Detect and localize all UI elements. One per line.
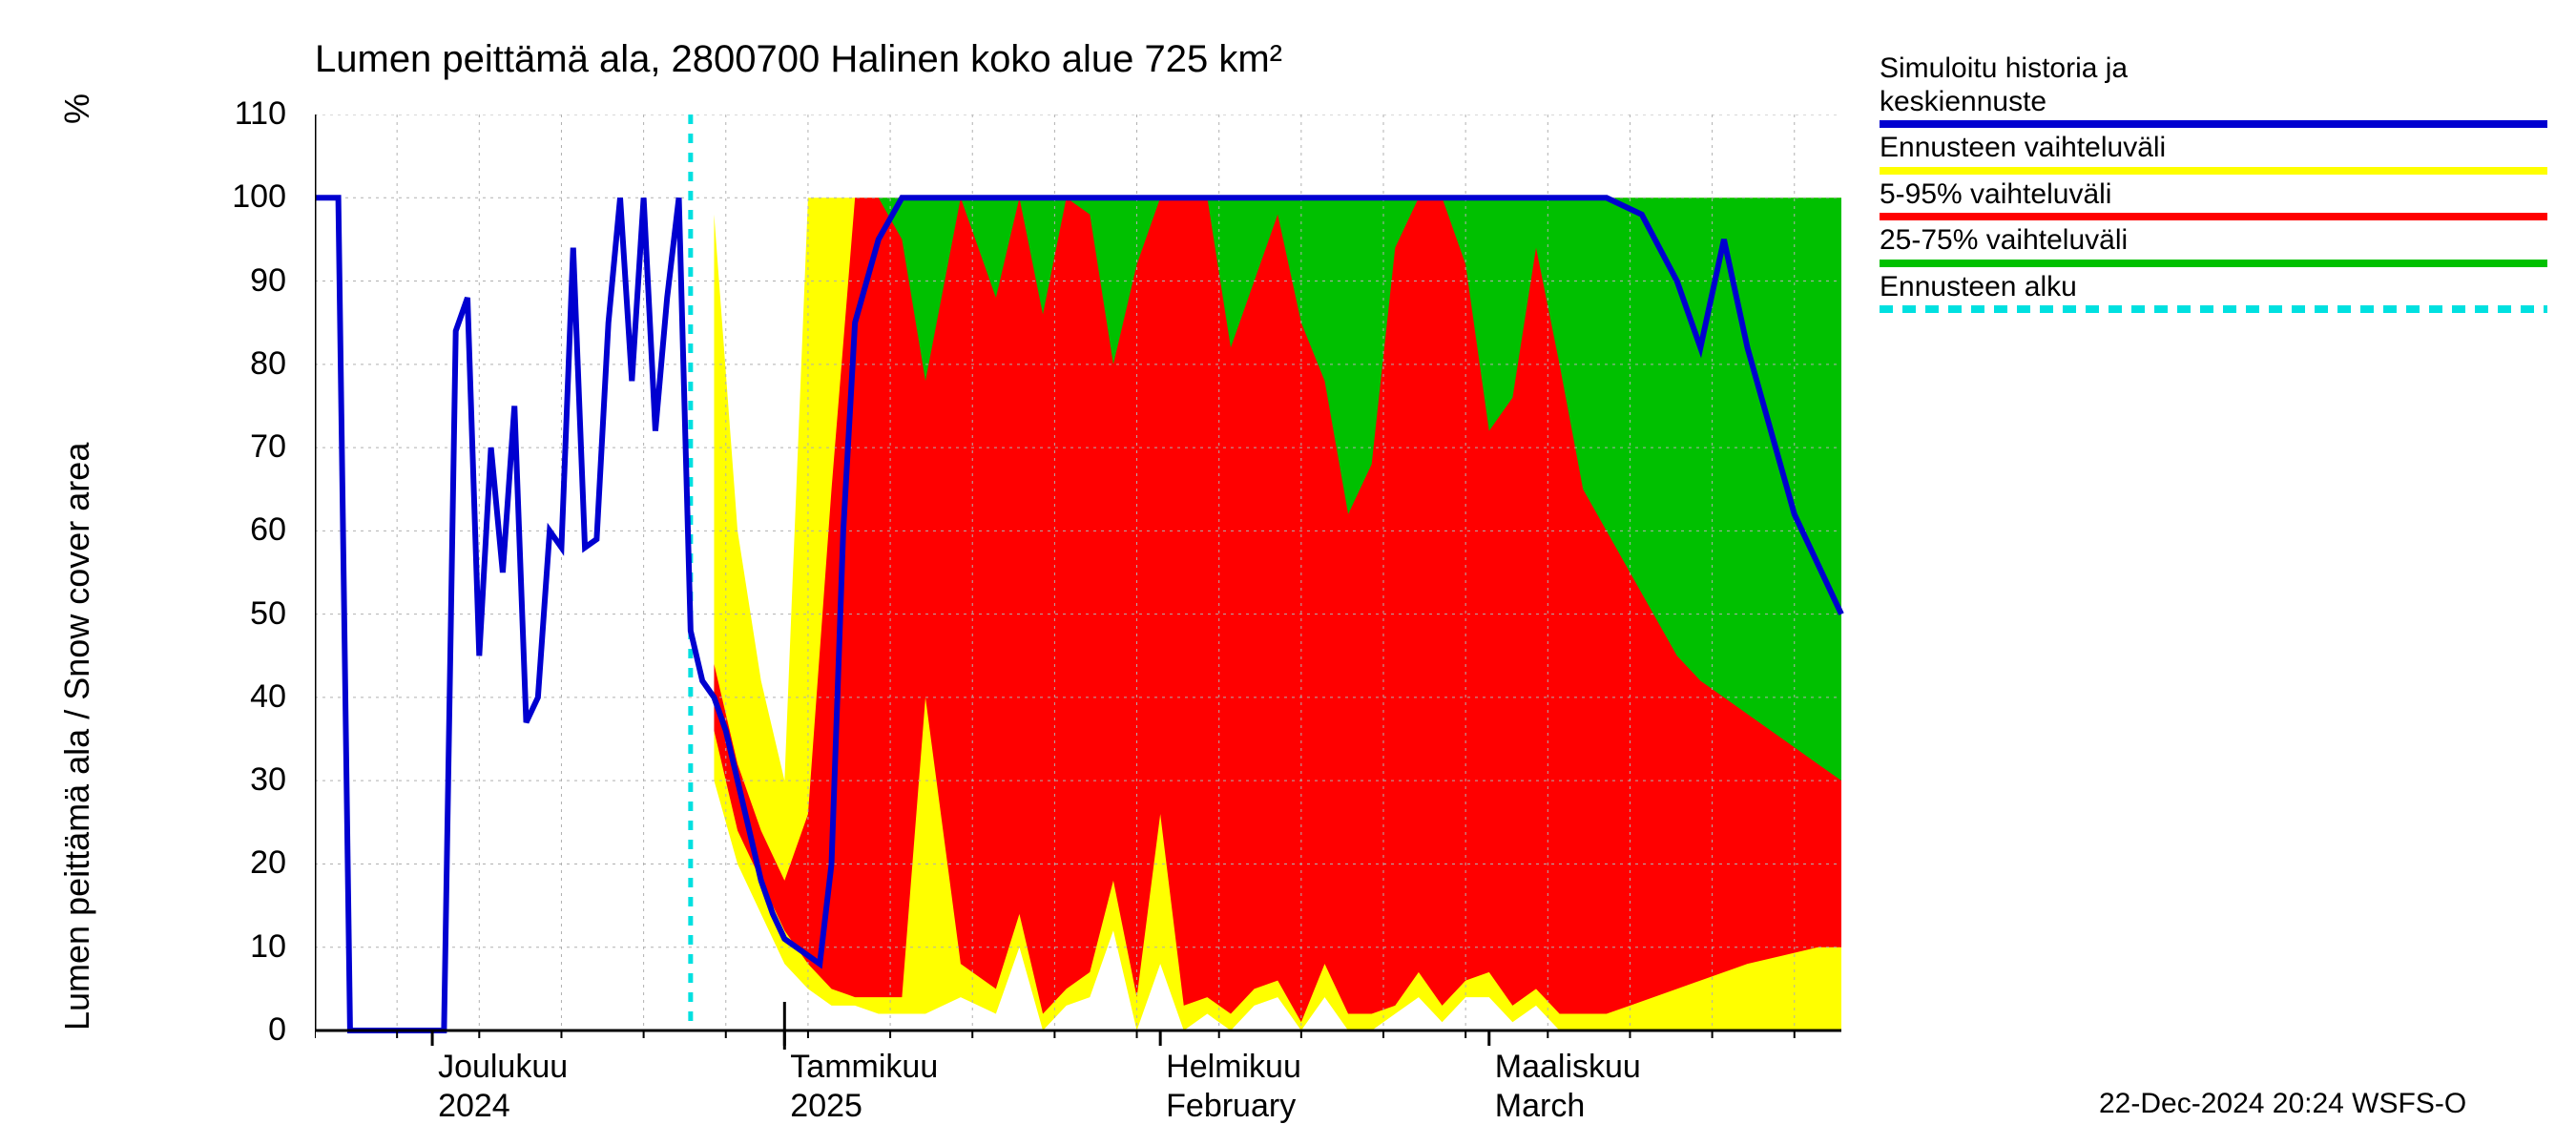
- legend-entry: Ennusteen vaihteluväli: [1880, 132, 2547, 175]
- legend-label: Simuloitu historia ja keskiennuste: [1880, 52, 2547, 118]
- y-tick-label: 90: [210, 262, 286, 300]
- chart-title: Lumen peittämä ala, 2800700 Halinen koko…: [315, 38, 1282, 81]
- x-tick-label: Joulukuu 2024: [438, 1048, 568, 1126]
- legend-swatch: [1880, 260, 2547, 267]
- y-tick-label: 110: [210, 95, 286, 133]
- legend-label: 25-75% vaihteluväli: [1880, 224, 2547, 258]
- y-axis-label: Lumen peittämä ala / Snow cover area: [57, 443, 97, 1030]
- x-tick-label: Maaliskuu March: [1495, 1048, 1641, 1126]
- legend-label: 5-95% vaihteluväli: [1880, 178, 2547, 212]
- legend-label: Ennusteen alku: [1880, 271, 2547, 304]
- chart-footer: 22-Dec-2024 20:24 WSFS-O: [2099, 1088, 2466, 1120]
- y-tick-label: 80: [210, 345, 286, 383]
- x-tick-label: Helmikuu February: [1166, 1048, 1301, 1126]
- legend-entry: 5-95% vaihteluväli: [1880, 178, 2547, 221]
- plot-area: [315, 114, 1880, 1069]
- legend-swatch: [1880, 305, 2547, 313]
- legend-swatch: [1880, 167, 2547, 175]
- y-tick-label: 30: [210, 761, 286, 799]
- y-tick-label: 50: [210, 595, 286, 633]
- legend-swatch: [1880, 120, 2547, 128]
- legend-swatch: [1880, 213, 2547, 220]
- legend-entry: 25-75% vaihteluväli: [1880, 224, 2547, 267]
- legend: Simuloitu historia ja keskiennuste Ennust…: [1880, 52, 2547, 317]
- legend-entry: Simuloitu historia ja keskiennuste: [1880, 52, 2547, 128]
- x-tick-label: Tammikuu 2025: [790, 1048, 938, 1126]
- y-tick-label: 10: [210, 928, 286, 966]
- y-tick-label: 0: [210, 1011, 286, 1049]
- legend-label: Ennusteen vaihteluväli: [1880, 132, 2547, 165]
- y-tick-label: 40: [210, 678, 286, 716]
- chart-container: Lumen peittämä ala, 2800700 Halinen koko…: [0, 0, 2576, 1145]
- legend-entry: Ennusteen alku: [1880, 271, 2547, 314]
- y-tick-label: 60: [210, 511, 286, 549]
- y-tick-label: 20: [210, 844, 286, 882]
- y-axis-unit: %: [57, 94, 97, 124]
- y-tick-label: 100: [210, 178, 286, 216]
- y-tick-label: 70: [210, 428, 286, 466]
